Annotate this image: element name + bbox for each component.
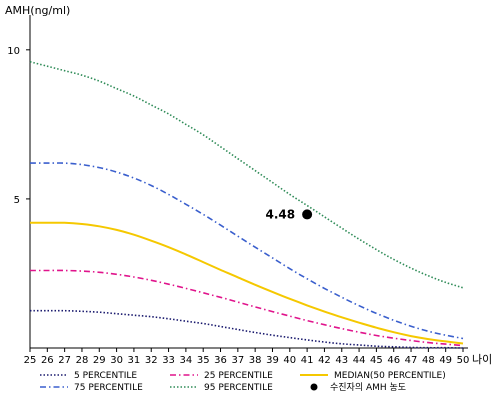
legend-label-25-percentile: 25 PERCENTILE: [204, 371, 273, 381]
x-tick-label: 47: [405, 355, 418, 366]
legend-label-75-percentile: 75 PERCENTILE: [74, 383, 143, 393]
series-line-5-percentile: [30, 309, 464, 349]
x-tick-label: 48: [422, 355, 435, 366]
x-tick-label: 26: [41, 355, 54, 366]
patient-layer: 4.48: [266, 207, 313, 221]
x-tick-label: 35: [197, 355, 210, 366]
series-line-95-percentile: [29, 60, 464, 289]
x-tick-label: 44: [353, 355, 366, 366]
legend-swatch-patient: [310, 383, 318, 391]
y-tick-label: 5: [14, 195, 20, 206]
x-tick-label: 29: [93, 355, 106, 366]
x-tick-label: 31: [128, 355, 141, 366]
patient-amh-value-label: 4.48: [266, 207, 296, 221]
x-tick-label: 45: [370, 355, 383, 366]
x-tick-label: 25: [24, 355, 37, 366]
x-tick-label: 32: [145, 355, 158, 366]
x-tick-label: 50: [457, 355, 470, 366]
x-tick-label: 39: [266, 355, 279, 366]
x-tick-label: 46: [387, 355, 400, 366]
x-axis-title: 나이: [472, 353, 492, 366]
series-line-25-percentile: [29, 269, 464, 347]
y-axis-title: AMH(ng/ml): [5, 4, 70, 17]
patient-amh-point: [302, 209, 313, 220]
legend-label-median-50-percentile-: MEDIAN(50 PERCENTILE): [334, 371, 446, 381]
x-tick-label: 49: [439, 355, 452, 366]
x-tick-label: 41: [301, 355, 314, 366]
x-tick-label: 27: [58, 355, 71, 366]
axes: 5 10 25 26 27 28 29 30 31 32 33 34 35 36 37 38 39 40 41 42 4…: [5, 4, 492, 366]
x-tick-label: 33: [162, 355, 175, 366]
x-tick-label: 36: [214, 355, 227, 366]
series-line-75-percentile: [30, 162, 464, 340]
legend: 5 PERCENTILE 25 PERCENTILE MEDIAN(50 PERCE…: [40, 371, 446, 393]
x-tick-label: 40: [283, 355, 296, 366]
series-line-median-50-percentile-: [30, 221, 464, 345]
x-tick-label: 30: [110, 355, 123, 366]
x-tick-label: 28: [76, 355, 89, 366]
x-tick-label: 38: [249, 355, 262, 366]
legend-label-95-percentile: 95 PERCENTILE: [204, 383, 273, 393]
series-layer: [29, 60, 464, 349]
x-tick-label: 42: [318, 355, 331, 366]
legend-label-patient: 수진자의 AMH 농도: [330, 382, 406, 393]
y-tick-label: 10: [7, 46, 20, 57]
x-tick-label: 43: [335, 355, 348, 366]
x-tick-label: 34: [180, 355, 193, 366]
legend-label-5-percentile: 5 PERCENTILE: [74, 371, 137, 381]
x-tick-label: 37: [231, 355, 244, 366]
